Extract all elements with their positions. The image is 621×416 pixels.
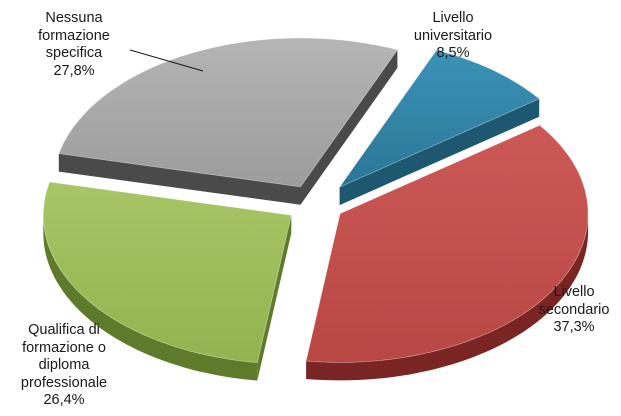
slice-wall-qualifica-di-formazione-o-diploma-professionale-0: [257, 215, 292, 381]
label-nessuna-formazione: Nessuna formazione specifica 27,8%: [38, 10, 110, 79]
slice-side-qualifica-di-formazione-o-diploma-professionale: [43, 215, 258, 381]
slice-livello-universitario: [338, 49, 540, 189]
label-livello-secondario: Livello secondario 37,3%: [538, 284, 610, 335]
slice-livello-secondario: [305, 124, 589, 363]
slice-wall-nessuna-formazione-specifica-0: [58, 153, 301, 205]
slice-qualifica-di-formazione-o-diploma-professionale: [42, 181, 292, 364]
leader-line-nessuna: [129, 49, 204, 72]
slice-wall-nessuna-formazione-specifica-1: [300, 49, 398, 205]
slice-wall-livello-universitario-1: [339, 98, 540, 206]
slice-nessuna-formazione-specifica: [58, 37, 399, 188]
slice-side-livello-secondario: [306, 213, 589, 381]
label-qualifica: Qualifica di formazione o diploma profes…: [20, 322, 108, 408]
label-livello-universitario: Livello universitario 8,5%: [413, 10, 493, 61]
